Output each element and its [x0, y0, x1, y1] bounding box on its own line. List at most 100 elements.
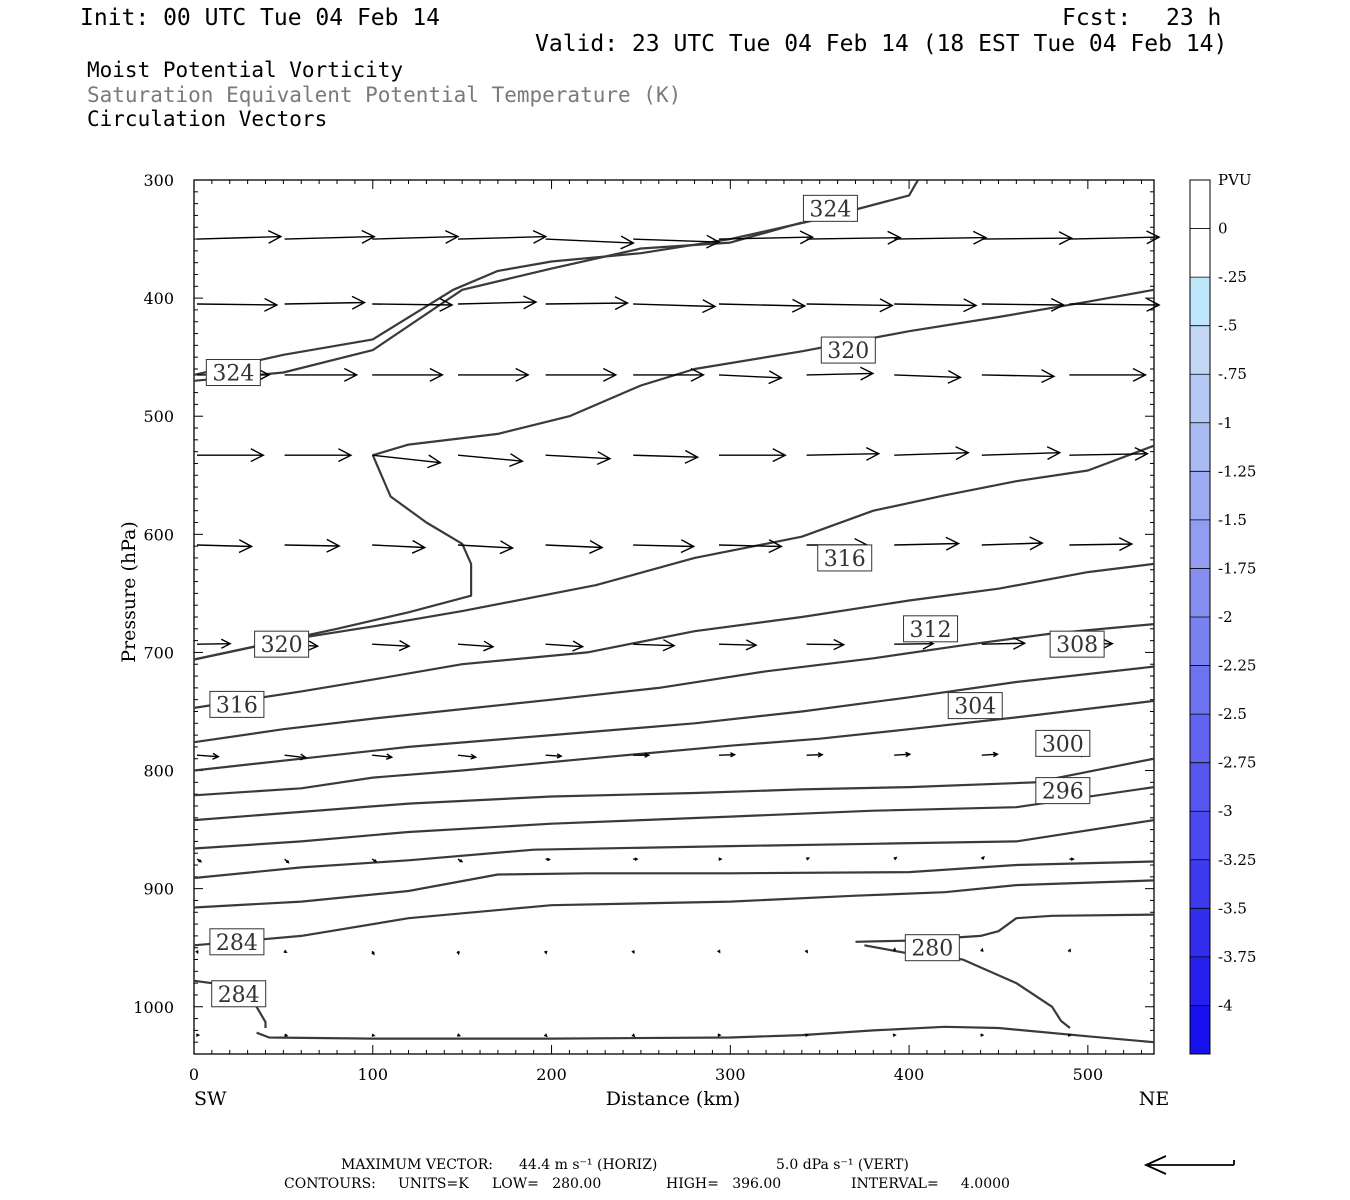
contour-label-box [947, 692, 1003, 720]
contour-label: 296 [1042, 780, 1084, 805]
circulation-vector [631, 950, 635, 955]
contour-line-284 [194, 860, 1154, 909]
circulation-vector [718, 639, 758, 651]
circulation-vector [284, 448, 353, 463]
colorbar-label: -2.5 [1218, 705, 1247, 723]
y-tick-label: 900 [143, 880, 174, 899]
vector-group [195, 229, 1161, 1038]
contour-line-292 [194, 786, 1154, 850]
contour-label: 308 [1056, 633, 1098, 658]
contour-label: 324 [809, 197, 851, 222]
circulation-vector [1067, 948, 1071, 953]
contour-interval: INTERVAL= 4.0000 [851, 1176, 1010, 1192]
contour-line-304 [194, 665, 1154, 772]
field-title-thetaes: Saturation Equivalent Potential Temperat… [87, 83, 682, 107]
circulation-vector [196, 638, 232, 649]
circulation-vector [545, 451, 612, 466]
circulation-vector [456, 951, 460, 956]
colorbar-label: -3.5 [1218, 899, 1247, 917]
circulation-vector [718, 370, 783, 385]
colorbar-label: -.25 [1218, 268, 1247, 286]
circulation-vector [806, 638, 846, 651]
circulation-vector [284, 858, 290, 864]
colorbar-swatch [1190, 277, 1210, 327]
contours-label: CONTOURS: [284, 1176, 376, 1192]
circulation-vector [196, 539, 254, 554]
colorbar-label: -.75 [1218, 365, 1247, 383]
circulation-vector [631, 1033, 636, 1038]
circulation-vector [980, 1033, 985, 1037]
circulation-vector [195, 1033, 201, 1037]
colorbar-swatch [1190, 422, 1210, 472]
circulation-vector [894, 446, 970, 461]
circulation-vector [196, 858, 203, 863]
init-time: Init: 00 UTC Tue 04 Feb 14 [80, 5, 441, 31]
circulation-vector [457, 753, 478, 760]
circulation-vector [457, 540, 515, 555]
circulation-vector [372, 753, 394, 760]
circulation-vector [633, 857, 639, 861]
colorbar-title: PVU [1218, 171, 1252, 189]
circulation-vector [633, 299, 717, 314]
colorbar-label: -3.25 [1218, 851, 1256, 869]
circulation-vector [892, 947, 897, 952]
colorbar-label: -3 [1218, 802, 1233, 820]
contour-label: 284 [216, 931, 258, 956]
x-end-label-left: SW [194, 1088, 227, 1110]
x-tick-label: 500 [1073, 1065, 1104, 1084]
circulation-vector [719, 448, 787, 463]
circulation-vector [543, 950, 548, 955]
x-tick-label: 400 [894, 1065, 925, 1084]
circulation-vector [371, 1033, 376, 1037]
circulation-vector [633, 234, 721, 249]
contour-label: 280 [911, 937, 953, 962]
contour-label: 324 [212, 362, 254, 387]
contour-line-312 [194, 562, 1154, 709]
colorbar-swatch [1190, 617, 1210, 666]
circulation-vector [284, 229, 376, 244]
circulation-vector [1069, 857, 1075, 861]
circulation-vector [456, 1033, 462, 1037]
circulation-vector [1069, 446, 1149, 461]
circulation-vector [283, 949, 288, 954]
circulation-vector [545, 296, 630, 311]
colorbar-swatch [1190, 325, 1210, 375]
y-tick-label: 700 [143, 643, 174, 662]
circulation-vector [543, 1033, 548, 1038]
circulation-vector [372, 297, 454, 312]
contour-label-box [904, 934, 960, 962]
circulation-vector [718, 298, 807, 313]
contour-line-288 [194, 819, 1154, 880]
x-tick-label: 100 [357, 1065, 388, 1084]
colorbar-label: -1.5 [1218, 511, 1247, 529]
circulation-vector [633, 539, 696, 554]
colorbar-swatch [1190, 859, 1210, 909]
colorbar-label: -1 [1218, 414, 1233, 432]
colorbar-swatch [1190, 714, 1210, 764]
contour-low: LOW= 280.00 [492, 1176, 602, 1192]
circulation-vector [1069, 537, 1134, 552]
circulation-vector [806, 752, 824, 758]
circulation-vector [371, 858, 378, 863]
contour-label-box [817, 544, 873, 572]
circulation-vector [806, 857, 810, 861]
circulation-vector [806, 298, 894, 313]
circulation-vector [284, 538, 341, 553]
circulation-vector [806, 230, 902, 245]
circulation-vector [894, 369, 963, 384]
circulation-vector [894, 230, 988, 245]
colorbar-swatch [1190, 762, 1210, 812]
circulation-vector [718, 857, 723, 861]
circulation-vector [717, 1033, 722, 1037]
circulation-vector [372, 454, 442, 469]
x-tick-label: 200 [536, 1065, 567, 1084]
contour-label-box [1049, 630, 1105, 658]
contour-line-276 [256, 1025, 1154, 1044]
circulation-vector [372, 367, 444, 382]
y-tick-label: 400 [143, 289, 174, 308]
circulation-vector [1069, 367, 1148, 382]
contour-units: UNITS=K [398, 1176, 469, 1192]
contour-label-box [209, 928, 265, 956]
circulation-vector [633, 449, 700, 464]
contour-label: 316 [216, 693, 258, 718]
